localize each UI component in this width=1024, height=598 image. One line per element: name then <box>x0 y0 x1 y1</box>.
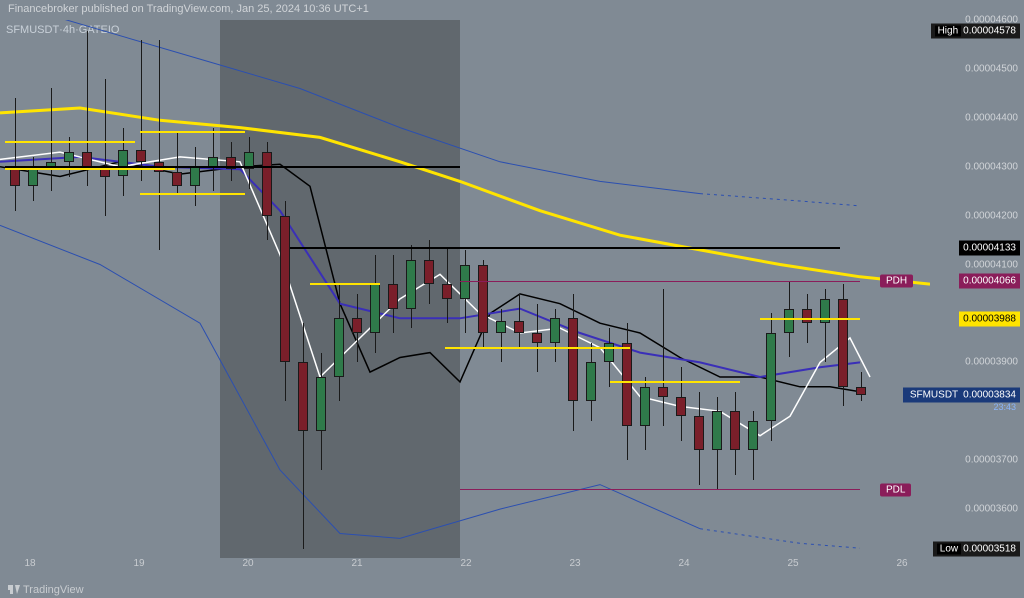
horizontal-line[interactable] <box>290 247 840 249</box>
candle-wick <box>15 98 16 210</box>
candle-wick <box>303 323 304 549</box>
x-tick: 21 <box>351 558 362 569</box>
candle-wick <box>663 289 664 426</box>
candle-body[interactable] <box>730 411 740 450</box>
x-tick: 18 <box>24 558 35 569</box>
x-tick: 24 <box>678 558 689 569</box>
y-tick: 0.00004400 <box>965 112 1018 123</box>
candle-body[interactable] <box>118 150 128 177</box>
candle-body[interactable] <box>856 387 866 395</box>
price-tag-black: 0.00004133 <box>959 241 1020 256</box>
candle-wick <box>159 40 160 250</box>
x-tick: 20 <box>242 558 253 569</box>
chart-area[interactable]: SFMUSDT·4h·GATEIO PDHPDL <box>0 20 930 558</box>
tradingview-logo-icon <box>8 583 20 595</box>
candle-body[interactable] <box>370 284 380 333</box>
horizontal-line[interactable] <box>310 283 380 285</box>
price-tag-low: Low0.00003518 <box>933 542 1020 557</box>
x-axis[interactable]: 18 19 20 21 22 23 24 25 26 <box>0 558 930 576</box>
candle-body[interactable] <box>802 309 812 324</box>
ma-line-upper-dash <box>700 194 860 206</box>
candle-body[interactable] <box>676 397 686 417</box>
publish-text: Financebroker published on TradingView.c… <box>8 3 369 15</box>
horizontal-line[interactable] <box>460 281 860 282</box>
y-tick: 0.00004200 <box>965 210 1018 221</box>
line-label-pdl: PDL <box>880 483 911 496</box>
y-tick: 0.00003600 <box>965 504 1018 515</box>
candle-body[interactable] <box>28 169 38 186</box>
candle-body[interactable] <box>586 362 596 401</box>
line-label-pdh: PDH <box>880 275 913 288</box>
candle-body[interactable] <box>298 362 308 430</box>
countdown: 23:43 <box>989 400 1020 414</box>
candle-wick <box>51 88 52 191</box>
candle-body[interactable] <box>100 169 110 176</box>
price-tag-yellow: 0.00003988 <box>959 312 1020 327</box>
candle-body[interactable] <box>262 152 272 216</box>
x-tick: 26 <box>896 558 907 569</box>
candle-body[interactable] <box>352 318 362 333</box>
price-tag-magenta: 0.00004066 <box>959 274 1020 289</box>
candle-body[interactable] <box>838 299 848 387</box>
candle-body[interactable] <box>550 318 560 342</box>
y-tick: 0.00004500 <box>965 63 1018 74</box>
candle-body[interactable] <box>694 416 704 450</box>
horizontal-line[interactable] <box>445 347 630 349</box>
candle-body[interactable] <box>784 309 794 333</box>
candle-body[interactable] <box>406 260 416 309</box>
y-axis[interactable]: 0.000046000.000045000.000044000.00004300… <box>930 20 1024 558</box>
candle-body[interactable] <box>388 284 398 308</box>
x-tick: 25 <box>787 558 798 569</box>
x-tick: 23 <box>569 558 580 569</box>
candle-body[interactable] <box>532 333 542 343</box>
x-tick: 19 <box>133 558 144 569</box>
candle-wick <box>105 79 106 216</box>
horizontal-line[interactable] <box>5 141 135 143</box>
candle-body[interactable] <box>658 387 668 397</box>
candle-body[interactable] <box>748 421 758 450</box>
candle-body[interactable] <box>478 265 488 333</box>
candle-body[interactable] <box>568 318 578 401</box>
horizontal-line[interactable] <box>610 381 740 383</box>
ma-line-white <box>0 152 870 436</box>
y-tick: 0.00003900 <box>965 357 1018 368</box>
candle-body[interactable] <box>622 343 632 426</box>
candle-body[interactable] <box>136 150 146 162</box>
candle-body[interactable] <box>442 284 452 299</box>
candle-body[interactable] <box>316 377 326 431</box>
candle-body[interactable] <box>766 333 776 421</box>
horizontal-line[interactable] <box>140 193 245 195</box>
y-tick: 0.00003700 <box>965 455 1018 466</box>
candle-wick <box>501 309 502 363</box>
x-tick: 22 <box>460 558 471 569</box>
footer-brand: TradingView <box>8 583 84 596</box>
horizontal-line[interactable] <box>460 489 860 490</box>
horizontal-line[interactable] <box>760 318 860 320</box>
header: Financebroker published on TradingView.c… <box>0 0 1024 20</box>
candle-body[interactable] <box>334 318 344 377</box>
y-tick: 0.00004300 <box>965 161 1018 172</box>
price-tag-high: High0.00004578 <box>931 23 1020 38</box>
ma-line-lower-dash <box>700 529 860 549</box>
candle-body[interactable] <box>640 387 650 426</box>
candle-body[interactable] <box>496 321 506 333</box>
candle-body[interactable] <box>280 216 290 363</box>
candle-body[interactable] <box>712 411 722 450</box>
candle-body[interactable] <box>190 167 200 187</box>
candle-body[interactable] <box>514 321 524 333</box>
y-tick: 0.00004100 <box>965 259 1018 270</box>
candle-body[interactable] <box>172 172 182 187</box>
horizontal-line[interactable] <box>5 168 175 170</box>
candle-body[interactable] <box>424 260 434 284</box>
candle-body[interactable] <box>64 152 74 162</box>
horizontal-line[interactable] <box>140 131 245 133</box>
